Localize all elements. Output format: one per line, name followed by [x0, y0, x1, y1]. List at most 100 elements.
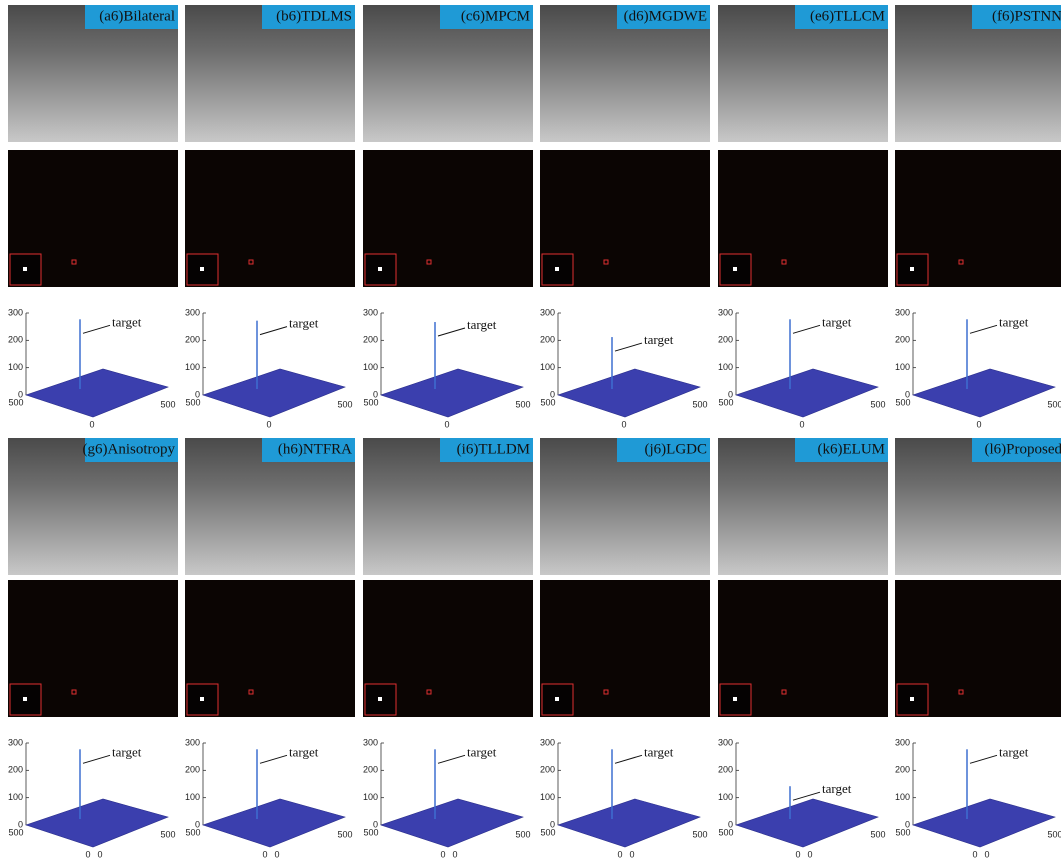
surface — [381, 799, 523, 847]
panel-label: (a6)Bilateral — [99, 8, 175, 24]
z-tick-label: 300 — [363, 307, 378, 317]
base-tick-label: 500 — [160, 829, 175, 839]
base-tick-label: 0 — [262, 849, 267, 858]
base-tick-label: 500 — [337, 829, 352, 839]
surface — [913, 799, 1055, 847]
inset-target — [378, 267, 382, 271]
panel-label: (k6)ELUM — [818, 441, 886, 457]
z-tick-label: 200 — [8, 765, 23, 775]
panel-label: (b6)TDLMS — [276, 8, 352, 24]
z-tick-label: 200 — [363, 765, 378, 775]
z-tick-label: 200 — [718, 765, 733, 775]
base-tick-label: 500 — [160, 399, 175, 409]
base-tick-label: 0 — [621, 419, 626, 429]
annotation-arrow — [615, 343, 642, 351]
z-tick-label: 200 — [363, 335, 378, 345]
z-tick-label: 100 — [363, 792, 378, 802]
annotation-arrow — [970, 325, 997, 333]
inset-target — [555, 697, 559, 701]
base-tick-label: 500 — [8, 827, 23, 837]
base-tick-label: 500 — [692, 829, 707, 839]
z-tick-label: 100 — [540, 362, 555, 372]
base-tick-label: 500 — [718, 827, 733, 837]
annotation: target — [999, 314, 1029, 329]
base-tick-label: 500 — [515, 829, 530, 839]
annotation-arrow — [438, 755, 465, 763]
z-tick-label: 200 — [895, 765, 910, 775]
z-tick-label: 100 — [8, 362, 23, 372]
base-tick-label: 500 — [337, 399, 352, 409]
z-tick-label: 100 — [185, 792, 200, 802]
z-tick-label: 100 — [718, 792, 733, 802]
surface — [26, 799, 168, 847]
z-tick-label: 300 — [8, 307, 23, 317]
base-tick-label: 500 — [1047, 829, 1061, 839]
base-tick-label: 0 — [629, 849, 634, 858]
inset-target — [555, 267, 559, 271]
panel-label: (d6)MGDWE — [624, 8, 707, 24]
z-tick-label: 100 — [8, 792, 23, 802]
annotation-arrow — [83, 325, 110, 333]
base-tick-label: 500 — [1047, 399, 1061, 409]
base-tick-label: 0 — [617, 849, 622, 858]
annotation-arrow — [83, 755, 110, 763]
base-tick-label: 500 — [8, 397, 23, 407]
z-tick-label: 200 — [8, 335, 23, 345]
annotation-arrow — [615, 755, 642, 763]
inset-target — [733, 267, 737, 271]
panel-label: (j6)LGDC — [645, 441, 708, 457]
annotation: target — [999, 744, 1029, 759]
inset-target — [23, 267, 27, 271]
base-tick-label: 500 — [540, 397, 555, 407]
z-tick-label: 100 — [895, 362, 910, 372]
base-tick-label: 0 — [452, 849, 457, 858]
z-tick-label: 100 — [540, 792, 555, 802]
annotation-arrow — [260, 755, 287, 763]
base-tick-label: 500 — [895, 397, 910, 407]
inset-target — [910, 267, 914, 271]
base-tick-label: 0 — [89, 419, 94, 429]
annotation: target — [644, 332, 674, 347]
z-tick-label: 200 — [185, 765, 200, 775]
base-tick-label: 500 — [718, 397, 733, 407]
annotation: target — [644, 744, 674, 759]
inset-target — [910, 697, 914, 701]
surface — [913, 369, 1055, 417]
z-tick-label: 100 — [895, 792, 910, 802]
z-tick-label: 200 — [185, 335, 200, 345]
panel-label: (c6)MPCM — [461, 8, 530, 24]
annotation: target — [289, 316, 319, 331]
annotation: target — [822, 314, 852, 329]
base-tick-label: 500 — [363, 827, 378, 837]
annotation-arrow — [970, 755, 997, 763]
z-tick-label: 100 — [363, 362, 378, 372]
inset-target — [23, 697, 27, 701]
base-tick-label: 0 — [807, 849, 812, 858]
base-tick-label: 500 — [895, 827, 910, 837]
base-tick-label: 0 — [97, 849, 102, 858]
z-tick-label: 300 — [185, 737, 200, 747]
annotation: target — [822, 781, 852, 796]
annotation: target — [112, 744, 142, 759]
annotation-arrow — [260, 327, 287, 335]
z-tick-label: 200 — [895, 335, 910, 345]
panel-label: (l6)Proposed — [985, 441, 1061, 457]
panel-label: (h6)NTFRA — [278, 441, 352, 457]
base-tick-label: 500 — [515, 399, 530, 409]
base-tick-label: 500 — [692, 399, 707, 409]
base-tick-label: 0 — [274, 849, 279, 858]
z-tick-label: 300 — [8, 737, 23, 747]
page: {"panels": [ {"label": "(a6)Bilateral", … — [0, 0, 1061, 858]
base-tick-label: 0 — [799, 419, 804, 429]
figure: (a6)Bilateral 0 100 200 300 target 500 0 500 (b6)… — [0, 0, 1061, 858]
surface — [203, 799, 345, 847]
z-tick-label: 200 — [540, 765, 555, 775]
annotation: target — [289, 744, 319, 759]
surface — [26, 369, 168, 417]
z-tick-label: 300 — [718, 307, 733, 317]
base-tick-label: 500 — [870, 829, 885, 839]
base-tick-label: 0 — [795, 849, 800, 858]
surface — [558, 799, 700, 847]
base-tick-label: 0 — [440, 849, 445, 858]
z-tick-label: 300 — [540, 737, 555, 747]
